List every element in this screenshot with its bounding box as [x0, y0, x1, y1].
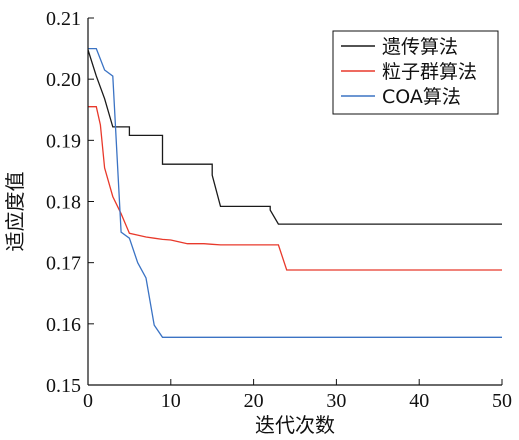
- y-tick-label: 0.17: [46, 253, 81, 275]
- series-line-1: [88, 49, 502, 225]
- x-tick-label: 0: [83, 390, 93, 412]
- y-tick-label: 0.20: [46, 69, 81, 91]
- x-tick-label: 20: [244, 390, 264, 412]
- series-line-2: [88, 106, 502, 271]
- plot-area: [88, 47, 502, 338]
- x-axis-label: 迭代次数: [255, 413, 335, 437]
- y-tick-label: 0.15: [46, 375, 81, 397]
- x-tick-label: 50: [492, 390, 512, 412]
- legend-box: [332, 30, 499, 115]
- legend-entry-label: COA算法: [382, 86, 461, 108]
- x-tick-label: 40: [409, 390, 429, 412]
- y-tick-label: 0.21: [46, 8, 81, 30]
- y-tick-label: 0.19: [46, 130, 81, 152]
- x-tick-label: 10: [161, 390, 181, 412]
- legend-entry-label: 粒子群算法: [382, 61, 477, 83]
- y-axis-label: 适应度值: [3, 172, 27, 252]
- series-line-3: [88, 47, 502, 338]
- y-tick-label: 0.18: [46, 192, 81, 214]
- legend-entry-label: 遗传算法: [382, 36, 458, 58]
- y-tick-label: 0.16: [46, 314, 81, 336]
- x-tick-label: 30: [326, 390, 346, 412]
- axes: 0 10 20 30 40 50 0.15 0.16 0.17 0.18 0.19 0.20 0.21: [46, 8, 512, 412]
